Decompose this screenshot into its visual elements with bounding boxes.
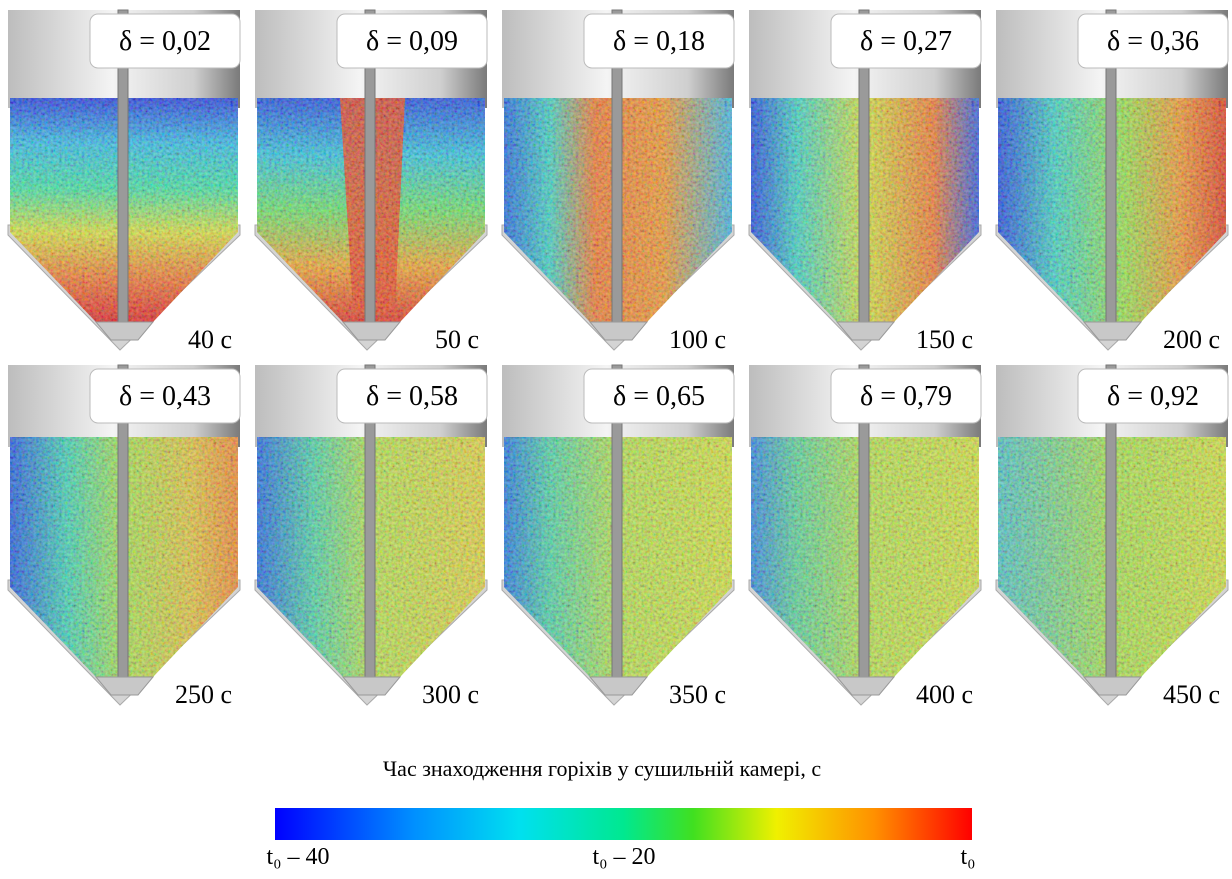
time-label: 150 с [916, 325, 973, 354]
delta-box [1077, 13, 1229, 69]
time-label: 250 с [175, 680, 232, 709]
hopper-outlet [588, 321, 649, 341]
delta-label: δ = 0,27 [860, 26, 952, 57]
time-label: 300 с [422, 680, 479, 709]
panel: δ = 0,02 40 с [7, 9, 241, 354]
delta-label: δ = 0,36 [1107, 26, 1199, 57]
hopper-outlet [1082, 321, 1143, 341]
delta-label: δ = 0,02 [119, 26, 211, 57]
delta-box [89, 13, 241, 69]
panel: δ = 0,43 250 с [7, 364, 241, 709]
delta-label: δ = 0,65 [613, 381, 705, 412]
delta-label: δ = 0,18 [613, 26, 705, 57]
panel: δ = 0,09 50 с [254, 9, 488, 354]
hopper-outlet [94, 676, 155, 696]
delta-box [1077, 368, 1229, 424]
time-label: 50 с [435, 325, 479, 354]
time-label: 450 с [1163, 680, 1220, 709]
panel: δ = 0,65 350 с [501, 364, 735, 709]
hopper-outlet [835, 321, 896, 341]
delta-box [583, 13, 735, 69]
time-label: 100 с [669, 325, 726, 354]
delta-label: δ = 0,92 [1107, 381, 1199, 412]
delta-box [89, 368, 241, 424]
hopper-outlet [835, 676, 896, 696]
hopper-outlet [341, 676, 402, 696]
panel: δ = 0,18 100 с [501, 9, 735, 354]
colorbar-label: t₀ [960, 844, 975, 870]
delta-box [830, 368, 982, 424]
delta-label: δ = 0,43 [119, 381, 211, 412]
delta-label: δ = 0,58 [366, 381, 458, 412]
delta-box [336, 368, 488, 424]
hopper-outlet [588, 676, 649, 696]
hopper-outlet [1082, 676, 1143, 696]
panel: δ = 0,27 150 с [748, 9, 982, 354]
delta-box [583, 368, 735, 424]
colorbar-label: t₀ – 20 [592, 844, 655, 870]
colorbar [275, 808, 972, 840]
panel: δ = 0,58 300 с [254, 364, 488, 709]
panel: δ = 0,36 200 с [995, 9, 1229, 354]
panel: δ = 0,92 450 с [995, 364, 1229, 709]
delta-box [830, 13, 982, 69]
delta-label: δ = 0,09 [366, 26, 458, 57]
hopper-outlet [94, 321, 155, 341]
time-label: 350 с [669, 680, 726, 709]
time-label: 200 с [1163, 325, 1220, 354]
delta-label: δ = 0,79 [860, 381, 952, 412]
hopper-outlet [341, 321, 402, 341]
colorbar-label: t₀ – 40 [266, 844, 329, 870]
panel: δ = 0,79 400 с [748, 364, 982, 709]
time-label: 40 с [188, 325, 232, 354]
time-label: 400 с [916, 680, 973, 709]
colorbar-title: Час знаходження горіхів у сушильній каме… [383, 756, 821, 781]
delta-box [336, 13, 488, 69]
